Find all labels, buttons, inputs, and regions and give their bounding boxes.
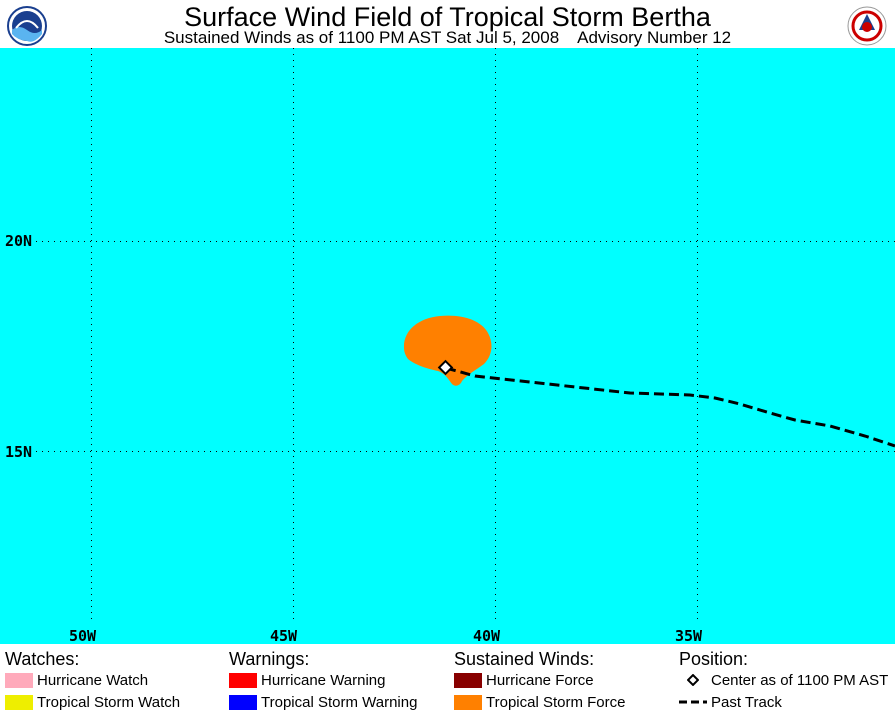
legend-label: Tropical Storm Force (486, 694, 626, 711)
hurricane-warning-swatch (229, 673, 257, 688)
legend-label: Hurricane Force (486, 672, 594, 689)
past-track-dash-icon (679, 692, 707, 714)
legend-watches-heading: Watches: (5, 649, 80, 669)
map-legend: Watches: Hurricane Watch Tropical Storm … (0, 644, 895, 716)
tropical-storm-warning-swatch (229, 695, 257, 710)
lat-label-20n: 20N (5, 232, 33, 250)
legend-item-tropical-storm-warning: Tropical Storm Warning (229, 692, 417, 714)
legend-sustained-winds: Sustained Winds: Hurricane Force Tropica… (454, 648, 625, 714)
legend-item-past-track: Past Track (679, 692, 888, 714)
legend-winds-heading: Sustained Winds: (454, 649, 595, 669)
noaa-logo-icon (7, 6, 47, 46)
lon-label-35w: 35W (675, 627, 703, 645)
lat-label-15n: 15N (5, 443, 33, 461)
legend-position: Position: Center as of 1100 PM AST Past … (679, 648, 888, 714)
map-canvas (36, 48, 895, 620)
center-diamond-icon (679, 670, 707, 692)
tropical-storm-force-wind-area (403, 315, 492, 386)
legend-item-center: Center as of 1100 PM AST (679, 670, 888, 692)
legend-label: Tropical Storm Watch (37, 694, 181, 711)
tropical-storm-watch-swatch (5, 695, 33, 710)
legend-item-hurricane-force: Hurricane Force (454, 670, 625, 692)
legend-watches: Watches: Hurricane Watch Tropical Storm … (5, 648, 180, 714)
legend-item-tropical-storm-watch: Tropical Storm Watch (5, 692, 180, 714)
legend-item-tropical-storm-force: Tropical Storm Force (454, 692, 625, 714)
lon-label-45w: 45W (270, 627, 298, 645)
legend-item-hurricane-warning: Hurricane Warning (229, 670, 417, 692)
hurricane-watch-swatch (5, 673, 33, 688)
past-track-line (445, 366, 895, 448)
page-subtitle: Sustained Winds as of 1100 PM AST Sat Ju… (163, 28, 732, 47)
map-header: Surface Wind Field of Tropical Storm Ber… (0, 0, 895, 48)
legend-label: Hurricane Warning (261, 672, 386, 689)
storm-center-marker (437, 359, 454, 376)
tropical-storm-force-swatch (454, 695, 482, 710)
page-title: Surface Wind Field of Tropical Storm Ber… (184, 2, 711, 32)
legend-warnings: Warnings: Hurricane Warning Tropical Sto… (229, 648, 417, 714)
legend-item-hurricane-watch: Hurricane Watch (5, 670, 180, 692)
legend-label: Past Track (711, 694, 782, 711)
hurricane-force-swatch (454, 673, 482, 688)
nws-logo-icon (847, 6, 887, 46)
legend-label: Hurricane Watch (37, 672, 149, 689)
legend-label: Tropical Storm Warning (261, 694, 418, 711)
lon-label-50w: 50W (69, 627, 97, 645)
legend-label: Center as of 1100 PM AST (711, 672, 889, 689)
legend-position-heading: Position: (679, 649, 749, 669)
lon-label-40w: 40W (473, 627, 501, 645)
wind-field-map: 20N 15N 50W 45W 40W 35W (0, 48, 895, 644)
legend-warnings-heading: Warnings: (229, 649, 310, 669)
